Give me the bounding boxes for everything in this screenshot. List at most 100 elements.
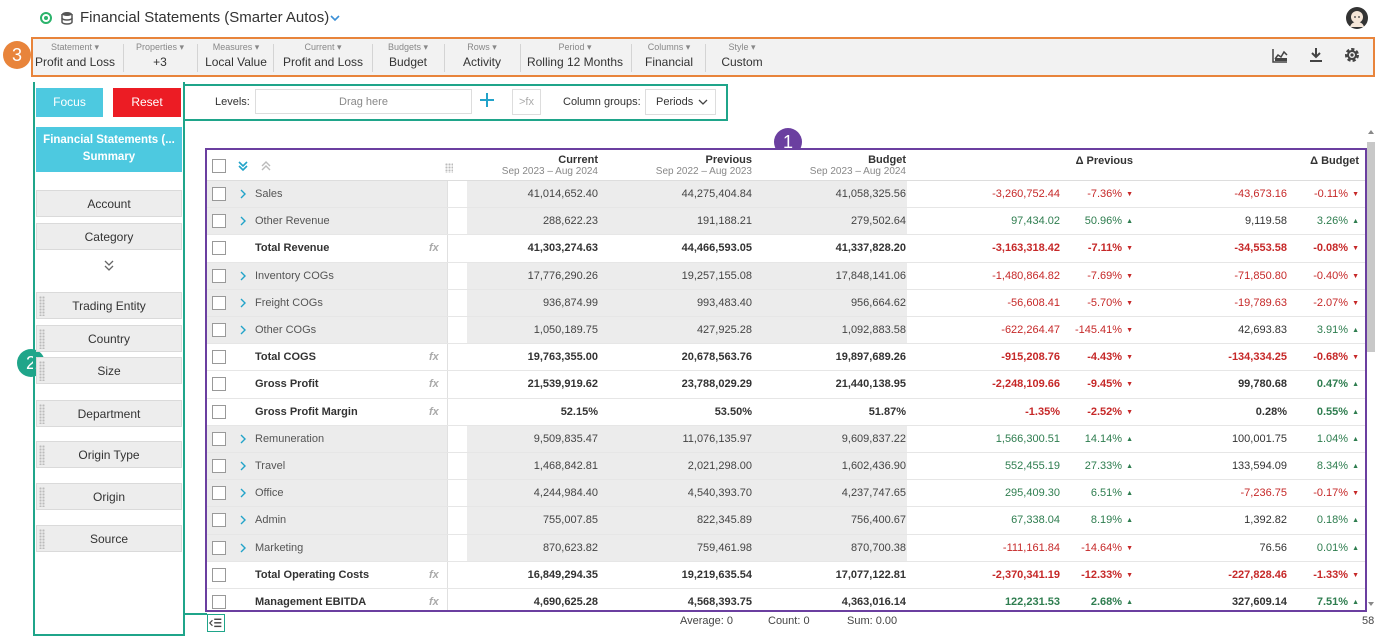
dimension-country-button[interactable]: Country	[36, 325, 182, 352]
row-checkbox[interactable]	[212, 377, 226, 392]
formula-icon[interactable]: fx	[429, 596, 439, 608]
row-checkbox[interactable]	[212, 350, 226, 365]
gear-icon[interactable]	[1343, 46, 1361, 64]
formula-button[interactable]: >fx	[512, 89, 541, 115]
toolbar-item-rows[interactable]: Rows Activity	[427, 41, 537, 75]
chevron-right-icon[interactable]	[239, 189, 247, 199]
vertical-scrollbar[interactable]	[1366, 128, 1376, 608]
toolbar-item-current[interactable]: Current Profit and Loss	[268, 41, 378, 75]
formula-icon[interactable]: fx	[429, 351, 439, 364]
toolbar-item-properties[interactable]: Properties +3	[105, 41, 215, 75]
panel-toggle-icon[interactable]	[207, 614, 225, 632]
column-header-title[interactable]: Budget	[868, 154, 906, 166]
select-all-checkbox[interactable]	[212, 159, 226, 173]
column-header-title[interactable]: Previous	[705, 154, 752, 166]
scroll-down-icon[interactable]	[1367, 600, 1375, 608]
table-row[interactable]: Total Operating Costs fx 16,849,294.35 19,2…	[207, 561, 1365, 589]
row-checkbox[interactable]	[212, 323, 226, 337]
formula-icon[interactable]: fx	[429, 405, 439, 418]
drag-handle-icon[interactable]	[39, 445, 45, 465]
chevron-right-icon[interactable]	[239, 461, 247, 471]
chart-icon[interactable]	[1271, 46, 1289, 64]
dimension-department-button[interactable]: Department	[36, 400, 182, 427]
toolbar-item-budgets[interactable]: Budgets Budget	[353, 41, 463, 75]
table-row[interactable]: Inventory COGs 17,776,290.26 19,257,155.08…	[207, 262, 1365, 290]
formula-icon[interactable]: fx	[429, 568, 439, 581]
drag-handle-icon[interactable]	[39, 529, 45, 549]
expand-all-icon[interactable]	[237, 160, 249, 172]
toolbar-item-statement[interactable]: Statement Profit and Loss	[20, 41, 130, 75]
row-checkbox[interactable]	[212, 268, 226, 283]
dimension-origin-button[interactable]: Origin	[36, 483, 182, 510]
drag-handle-icon[interactable]	[39, 487, 45, 507]
chevron-right-icon[interactable]	[239, 543, 247, 553]
dimension-category-button[interactable]: Category	[36, 223, 182, 250]
table-row[interactable]: Remuneration 9,509,835.47 11,076,135.97 9,6…	[207, 425, 1365, 453]
user-avatar-icon[interactable]	[1346, 7, 1368, 29]
chevron-right-icon[interactable]	[239, 325, 247, 335]
table-row[interactable]: Total COGS fx 19,763,355.00 20,678,563.76 19…	[207, 344, 1365, 372]
chevron-right-icon[interactable]	[239, 298, 247, 308]
table-row[interactable]: Management EBITDA fx 4,690,625.28 4,568,393…	[207, 589, 1365, 610]
table-row[interactable]: Freight COGs 936,874.99 993,483.40 956,664.…	[207, 289, 1365, 317]
row-checkbox[interactable]	[212, 540, 226, 555]
row-checkbox[interactable]	[212, 187, 226, 201]
row-checkbox[interactable]	[212, 431, 226, 446]
table-row[interactable]: Sales 41,014,652.40 44,275,404.84 41,058,32…	[207, 181, 1365, 209]
chevron-right-icon[interactable]	[239, 434, 247, 444]
table-row[interactable]: Travel 1,468,842.81 2,021,298.00 1,602,436.…	[207, 453, 1365, 481]
drag-handle-icon[interactable]	[39, 329, 45, 349]
toolbar-item-period[interactable]: Period Rolling 12 Months	[520, 41, 630, 75]
toolbar-item-measures[interactable]: Measures Local Value	[181, 41, 291, 75]
download-icon[interactable]	[1307, 46, 1325, 64]
table-row[interactable]: Other COGs 1,050,189.75 427,925.28 1,092,88…	[207, 317, 1365, 345]
row-checkbox[interactable]	[212, 486, 226, 501]
drag-handle-icon[interactable]	[39, 404, 45, 424]
table-row[interactable]: Gross Profit fx 21,539,919.62 23,788,029.29…	[207, 371, 1365, 399]
reset-button[interactable]: Reset	[113, 88, 181, 117]
toolbar-item-style[interactable]: Style Custom	[687, 41, 797, 75]
table-row[interactable]: Other Revenue 288,622.23 191,188.21 279,502…	[207, 208, 1365, 236]
dimension-origin-type-button[interactable]: Origin Type	[36, 441, 182, 468]
column-header-title[interactable]: Δ Budget	[1310, 155, 1359, 167]
levels-drop-zone[interactable]: Drag here	[255, 89, 472, 114]
row-checkbox[interactable]	[212, 595, 226, 609]
row-checkbox[interactable]	[212, 513, 226, 528]
row-checkbox[interactable]	[212, 404, 226, 419]
table-row[interactable]: Office 4,244,984.40 4,540,393.70 4,237,747.…	[207, 480, 1365, 508]
column-header-title[interactable]: Δ Previous	[1075, 155, 1133, 167]
row-checkbox[interactable]	[212, 241, 226, 256]
collapse-all-icon[interactable]	[260, 160, 272, 172]
table-row[interactable]: Admin 755,007.85 822,345.89 756,400.67 67,33…	[207, 507, 1365, 535]
row-checkbox[interactable]	[212, 567, 226, 582]
statement-summary-header[interactable]: Financial Statements (... Summary	[36, 127, 182, 172]
table-row[interactable]: Marketing 870,623.82 759,461.98 870,700.38 -…	[207, 534, 1365, 562]
scrollbar-thumb[interactable]	[1367, 142, 1375, 352]
row-checkbox[interactable]	[212, 295, 226, 310]
chevron-right-icon[interactable]	[239, 271, 247, 281]
column-header-title[interactable]: Current	[558, 154, 598, 166]
chevron-right-icon[interactable]	[239, 216, 247, 226]
dimension-trading-entity-button[interactable]: Trading Entity	[36, 292, 182, 319]
toolbar-item-columns[interactable]: Columns Financial	[614, 41, 724, 75]
drag-handle-icon[interactable]	[39, 361, 45, 381]
row-checkbox[interactable]	[212, 214, 226, 229]
focus-button[interactable]: Focus	[36, 88, 103, 117]
double-chevron-down-icon[interactable]	[102, 258, 116, 272]
column-groups-select[interactable]: Periods	[645, 89, 716, 115]
column-drag-handle[interactable]	[445, 163, 453, 173]
dimension-account-button[interactable]: Account	[36, 190, 182, 217]
add-level-icon[interactable]	[478, 91, 496, 109]
dimension-source-button[interactable]: Source	[36, 525, 182, 552]
formula-icon[interactable]: fx	[429, 242, 439, 255]
dimension-size-button[interactable]: Size	[36, 357, 182, 384]
table-row[interactable]: Total Revenue fx 41,303,274.63 44,466,593.0…	[207, 235, 1365, 263]
drag-handle-icon[interactable]	[39, 296, 45, 316]
chevron-right-icon[interactable]	[239, 515, 247, 525]
formula-icon[interactable]: fx	[429, 378, 439, 391]
table-row[interactable]: Gross Profit Margin fx 52.15% 53.50% 51.87% -…	[207, 398, 1365, 426]
chevron-down-icon[interactable]	[329, 12, 341, 24]
chevron-right-icon[interactable]	[239, 488, 247, 498]
row-checkbox[interactable]	[212, 459, 226, 473]
scroll-up-icon[interactable]	[1367, 128, 1375, 136]
